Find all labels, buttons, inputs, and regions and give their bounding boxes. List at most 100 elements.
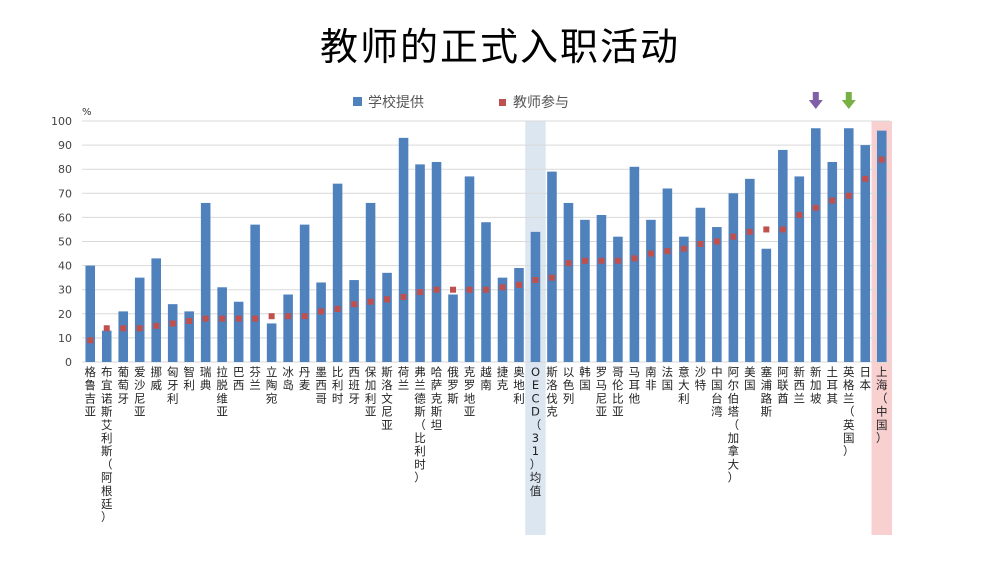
bar-21 [431,161,442,362]
legend-item-0: 学校提供 [353,94,424,111]
bar-series [85,128,887,362]
bar-33 [629,166,640,362]
y-tick-label-1: 10 [58,332,72,345]
legend-item-1: 教师参与 [499,94,569,111]
y-tick-label-6: 60 [58,211,72,224]
marker-11 [268,313,275,320]
marker-44 [812,204,819,211]
x-tick-label-10: 芬兰 [249,365,261,392]
bar-34 [646,219,656,362]
bar-46 [843,128,854,362]
marker-23 [466,286,473,293]
bar-6 [184,311,194,362]
x-tick-label-3: 爱沙尼亚 [134,365,146,419]
bar-42 [778,149,788,362]
bar-9 [233,301,244,362]
marker-36 [680,245,687,252]
marker-39 [730,233,737,240]
x-tick-label-8: 拉脱维亚 [216,365,228,419]
y-axis-ticks: 0 10 20 30 40 50 60 70 80 90 100 [51,115,72,369]
x-tick-label-47: 日本 [860,365,872,392]
marker-series [87,156,885,344]
bar-0 [85,265,96,362]
bar-30 [580,219,590,362]
bar-40 [745,178,755,362]
marker-25 [499,284,506,291]
marker-0 [87,337,94,344]
y-tick-label-9: 90 [58,139,72,152]
x-tick-label-46: 英格兰（英国） [843,365,855,458]
y-tick-label-7: 70 [58,187,72,200]
x-tick-label-23: 克罗地亚 [464,365,476,419]
x-tick-label-4: 挪威 [150,365,162,392]
marker-24 [483,286,489,293]
marker-12 [285,313,292,320]
x-tick-label-27: O E C D （3 1 ）均值 [530,365,542,498]
x-tick-label-0: 格鲁吉亚 [84,365,96,419]
x-tick-label-16: 西班牙 [348,365,360,405]
marker-29 [565,260,572,267]
marker-5 [169,320,176,327]
slide-title: 教师的正式入职活动 [319,25,680,69]
marker-27 [532,277,539,284]
x-tick-label-7: 瑞典 [200,365,212,392]
marker-35 [664,248,671,255]
y-tick-label-3: 30 [58,284,72,297]
x-tick-label-33: 马耳他 [629,365,641,405]
bar-3 [134,277,145,362]
marker-1 [103,325,110,332]
bar-37 [695,207,706,362]
x-tick-label-21: 哈萨克斯坦 [431,365,443,432]
bar-26 [514,268,524,362]
x-tick-label-22: 俄罗斯 [447,365,459,405]
bar-1 [101,330,112,362]
bar-28 [547,171,557,362]
marker-38 [713,238,720,245]
y-tick-label-4: 40 [58,260,72,273]
marker-41 [763,226,770,233]
marker-20 [417,289,424,296]
marker-15 [334,305,341,312]
bar-4 [151,258,161,362]
bar-5 [167,304,178,362]
marker-2 [120,325,127,332]
bar-35 [662,188,673,362]
bar-43 [794,176,805,362]
marker-21 [433,286,440,293]
x-tick-label-37: 沙特 [695,365,707,392]
legend: 学校提供 教师参与 [353,94,569,111]
marker-34 [647,250,654,257]
marker-17 [367,298,374,305]
y-tick-label-0: 0 [65,356,72,369]
x-tick-label-40: 美国 [744,365,756,392]
x-tick-label-17: 保加利亚 [365,365,377,419]
marker-31 [598,257,605,264]
x-tick-label-19: 荷兰 [398,365,410,392]
bar-27 [530,231,541,362]
x-tick-label-12: 冰岛 [282,365,294,392]
x-tick-label-2: 葡萄牙 [117,365,129,405]
marker-32 [614,257,621,264]
bar-20 [415,164,425,362]
x-tick-label-45: 土耳其 [827,365,839,405]
marker-33 [631,255,638,262]
marker-14 [318,308,325,315]
x-tick-label-9: 巴西 [233,365,245,392]
marker-19 [400,293,407,300]
x-tick-label-6: 智利 [183,365,195,392]
x-tick-label-26: 奥地利 [513,365,525,405]
bar-29 [563,202,574,362]
y-tick-label-8: 80 [58,163,72,176]
bar-23 [464,176,475,362]
x-tick-label-24: 越南 [480,365,492,392]
bar-19 [398,137,409,362]
x-tick-label-15: 比利时 [332,365,344,405]
bar-16 [349,280,359,362]
bar-47 [860,145,871,362]
x-tick-label-34: 南非 [645,365,657,392]
marker-3 [136,325,143,332]
marker-13 [301,313,308,320]
x-tick-label-35: 法国 [662,365,674,392]
